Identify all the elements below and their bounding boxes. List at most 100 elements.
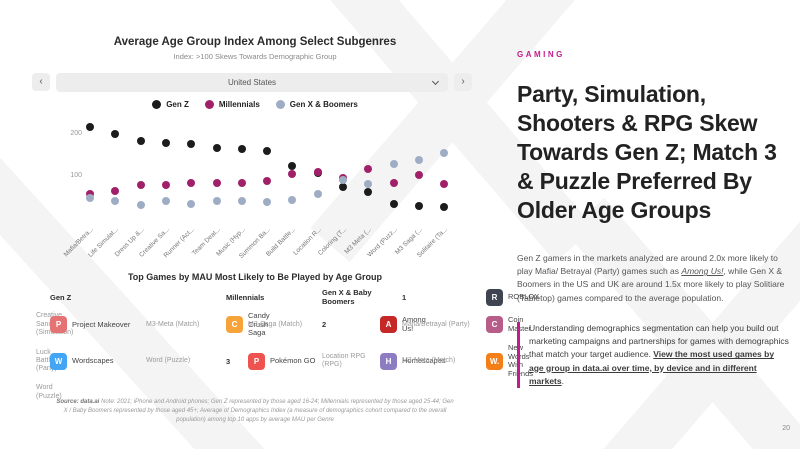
game-name: Project Makeover — [72, 319, 131, 329]
game-cell: R ROBLOX — [486, 288, 542, 306]
game-cell: A Among Us! — [380, 315, 426, 334]
wordscapes-icon: W — [50, 352, 67, 370]
game-subgenre: Word (Puzzle) — [146, 356, 191, 364]
pokemon-go-icon: P — [248, 352, 265, 370]
game-name: Pokémon GO — [270, 355, 316, 365]
legend-dot-icon — [275, 100, 285, 109]
game-subgenre: Creative Sandbox (Simulation) — [36, 312, 73, 336]
chart-subtitle: Index: >100 Skews Towards Demographic Gr… — [173, 52, 337, 61]
game-subgenre: M3-Meta (Match) — [146, 320, 200, 328]
data-point — [86, 123, 94, 132]
data-point — [414, 171, 423, 180]
data-point — [389, 200, 398, 209]
y-axis-tick: 100 — [70, 171, 82, 179]
age-group-header: Gen X & Baby Boomers — [322, 288, 372, 306]
source-text: Note: 2021; iPhone and Android phones; G… — [63, 399, 454, 423]
data-point — [414, 201, 423, 210]
new-words-with-friends-icon: W. — [486, 352, 503, 370]
chart-title: Average Age Group Index Among Select Sub… — [113, 36, 397, 48]
top-games-table: Gen Z Millennials Gen X & Baby Boomers 1 R RO… — [36, 288, 539, 401]
data-point — [187, 178, 196, 187]
region-dropdown-value: United States — [227, 77, 277, 87]
data-point — [263, 176, 272, 185]
data-point — [389, 160, 398, 169]
among-us-icon: A — [380, 316, 397, 334]
game-subgenre: Luck Battle (Party) — [36, 348, 57, 373]
game-cell: H Homescapes — [380, 352, 446, 370]
game-subgenre: Mafia/Betrayal (Party) — [402, 320, 470, 328]
data-point — [136, 137, 145, 146]
legend-dot-icon — [152, 100, 162, 109]
data-point — [263, 147, 272, 156]
among-us-link[interactable]: Among Us! — [681, 266, 724, 277]
data-point — [187, 200, 196, 209]
table-title: Top Games by MAU Most Likely to Be Playe… — [127, 272, 383, 282]
rank-number: 2 — [322, 320, 327, 330]
game-cell: P Pokémon GO — [248, 352, 322, 370]
data-point — [111, 196, 120, 205]
game-subgenre: M3-Meta (Match) — [402, 356, 456, 364]
data-point — [237, 179, 246, 188]
data-point — [313, 190, 322, 198]
data-point — [288, 161, 297, 170]
coin-master-icon: C — [486, 316, 503, 334]
game-name: ROBLOX — [508, 291, 540, 301]
legend-label: Millennials — [218, 100, 260, 109]
age-group-header: Millennials — [226, 292, 265, 302]
rank-number: 1 — [402, 292, 407, 302]
game-subgenre: M3-Saga (Match) — [248, 320, 303, 328]
data-point — [187, 139, 196, 148]
data-point — [339, 183, 347, 192]
data-point — [212, 179, 221, 188]
data-point — [161, 139, 170, 148]
data-point — [161, 181, 170, 190]
game-cell: P Project Makeover — [50, 316, 146, 334]
data-point — [263, 198, 272, 206]
legend-dot-icon — [204, 100, 214, 109]
body-paragraph: Gen Z gamers in the markets analyzed are… — [517, 252, 785, 305]
slide-heading: Party, Simulation, Shooters & RPG Skew T… — [517, 81, 777, 223]
chevron-right-icon: › — [461, 76, 465, 87]
data-point — [440, 149, 449, 158]
data-point — [161, 196, 170, 205]
y-axis-tick: 200 — [70, 129, 82, 137]
data-point — [313, 168, 322, 177]
region-dropdown[interactable]: United States — [56, 72, 448, 92]
data-point — [440, 203, 449, 212]
prev-region-button[interactable]: ‹ — [32, 73, 50, 91]
game-name: Homescapes — [402, 355, 446, 365]
chart-legend: Gen Z Millennials Gen X & Boomers — [30, 100, 480, 109]
region-selector-row: ‹ United States › — [32, 72, 472, 92]
data-point — [364, 187, 373, 196]
data-point — [212, 196, 221, 205]
data-point — [237, 145, 246, 154]
chevron-left-icon: ‹ — [39, 76, 43, 87]
data-point — [364, 165, 373, 174]
game-subgenre: Word (Puzzle) — [36, 384, 62, 400]
data-point — [136, 181, 145, 190]
roblox-icon: R — [486, 288, 503, 306]
next-region-button[interactable]: › — [454, 73, 472, 91]
data-point — [212, 143, 221, 152]
data-point — [288, 195, 297, 204]
callout-box: Understanding demographics segmentation … — [517, 322, 789, 388]
legend-item: Gen Z — [152, 100, 189, 109]
data-point — [237, 196, 246, 205]
legend-label: Gen Z — [166, 100, 189, 109]
data-point — [288, 170, 297, 179]
data-point — [414, 156, 423, 165]
game-cell: C Candy Crush Saga — [226, 311, 270, 338]
data-point — [136, 200, 145, 209]
scatter-chart: 100 200 Mafia/Betra... Life Simulat... Dress… — [60, 114, 480, 274]
project-makeover-icon: P — [50, 316, 67, 334]
data-point — [364, 179, 373, 188]
source-footnote: Source: data.ai Note: 2021; iPhone and A… — [55, 398, 455, 425]
data-point — [111, 187, 120, 196]
source-label: Source: data.ai — [56, 399, 100, 405]
data-point — [86, 194, 94, 203]
legend-item: Millennials — [204, 100, 260, 109]
game-subgenre: Location RPG (RPG) — [322, 352, 366, 369]
legend-label: Gen X & Boomers — [289, 100, 358, 109]
homescapes-icon: H — [380, 352, 397, 370]
callout-text-post: . — [561, 375, 564, 386]
